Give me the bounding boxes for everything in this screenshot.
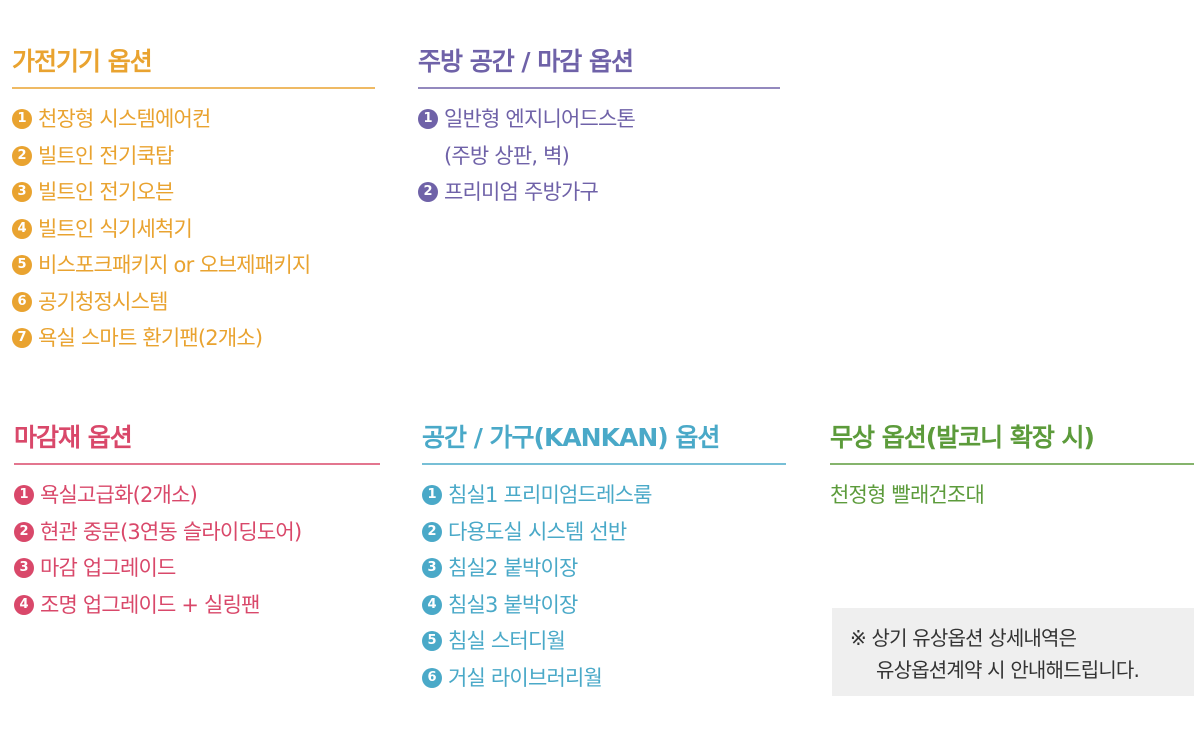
option-item: 5 침실 스터디월 — [422, 623, 786, 660]
number-badge-icon: 2 — [14, 521, 34, 542]
option-item: 3 빌트인 전기오븐 — [12, 174, 375, 211]
option-item: 3 마감 업그레이드 — [14, 550, 380, 587]
notice-line-2: 유상옵션계약 시 안내해드립니다. — [876, 658, 1140, 682]
number-badge-icon: 3 — [12, 182, 32, 203]
option-item: 2 프리미엄 주방가구 — [418, 174, 780, 211]
option-label: 욕실고급화(2개소) — [40, 483, 198, 507]
section-title: 가전기기 옵션 — [12, 47, 153, 76]
option-label: 욕실 스마트 환기팬(2개소) — [38, 326, 263, 350]
notice-line-1: ※ 상기 유상옵션 상세내역은 — [850, 626, 1077, 650]
number-badge-icon: 1 — [422, 485, 442, 506]
section-title: 마감재 옵션 — [14, 423, 133, 452]
section-kitchen: 주방 공간 / 마감 옵션 1 일반형 엔지니어드스톤 (주방 상판, 벽) 2 프리미… — [418, 45, 780, 211]
option-label: 빌트인 전기쿡탑 — [38, 143, 174, 168]
section-space: 공간 / 가구(KANKAN) 옵션 1 침실1 프리미엄드레스룸 2 다용도실 시스… — [422, 421, 786, 696]
option-label: 프리미엄 주방가구 — [444, 180, 599, 204]
option-item: 1 천장형 시스템에어컨 — [12, 101, 375, 138]
option-item: 7 욕실 스마트 환기팬(2개소) — [12, 320, 375, 357]
number-badge-icon: 2 — [422, 521, 442, 542]
number-badge-icon: 2 — [418, 182, 438, 203]
option-item: 6 공기청정시스템 — [12, 284, 375, 321]
option-label: 빌트인 식기세척기 — [38, 216, 193, 241]
option-item: 5 비스포크패키지 or 오브제패키지 — [12, 247, 375, 284]
option-label: 거실 라이브러리월 — [448, 665, 603, 690]
option-label: 공기청정시스템 — [38, 289, 168, 314]
section-divider — [830, 463, 1194, 465]
number-badge-icon: 1 — [418, 109, 438, 130]
section-divider — [422, 463, 786, 465]
option-item: 3 침실2 붙박이장 — [422, 550, 786, 587]
section-divider — [418, 87, 780, 89]
option-label: 천정형 빨래건조대 — [830, 483, 985, 507]
number-badge-icon: 6 — [12, 291, 32, 312]
option-item: 1 욕실고급화(2개소) — [14, 477, 380, 514]
option-label: 천장형 시스템에어컨 — [38, 107, 211, 131]
number-badge-icon: 4 — [422, 594, 442, 615]
option-item: 1 일반형 엔지니어드스톤 — [418, 101, 780, 138]
option-item: 2 현관 중문(3연동 슬라이딩도어) — [14, 514, 380, 551]
option-item: 2 빌트인 전기쿡탑 — [12, 138, 375, 175]
option-label: 침실3 붙박이장 — [448, 592, 578, 617]
number-badge-icon: 5 — [422, 631, 442, 652]
number-badge-icon: 1 — [14, 485, 34, 506]
option-item: 천정형 빨래건조대 — [830, 477, 1194, 514]
number-badge-icon: 1 — [12, 109, 32, 130]
section-free: 무상 옵션(발코니 확장 시) 천정형 빨래건조대 — [830, 421, 1194, 514]
section-finish: 마감재 옵션 1 욕실고급화(2개소) 2 현관 중문(3연동 슬라이딩도어) 3 마감 … — [14, 421, 380, 623]
option-label: 침실2 붙박이장 — [448, 556, 578, 580]
option-item: 4 조명 업그레이드 + 실링팬 — [14, 587, 380, 624]
number-badge-icon: 4 — [12, 218, 32, 239]
section-divider — [12, 87, 375, 89]
option-label: 다용도실 시스템 선반 — [448, 519, 627, 544]
section-divider — [14, 463, 380, 465]
option-item: 6 거실 라이브러리월 — [422, 660, 786, 697]
number-badge-icon: 3 — [14, 558, 34, 579]
option-item: 4 침실3 붙박이장 — [422, 587, 786, 624]
option-label: 침실1 프리미엄드레스룸 — [448, 483, 652, 507]
number-badge-icon: 5 — [12, 255, 32, 276]
option-item: 4 빌트인 식기세척기 — [12, 211, 375, 248]
section-appliance: 가전기기 옵션 1 천장형 시스템에어컨 2 빌트인 전기쿡탑 3 빌트인 전기오븐 4 빌트… — [12, 45, 375, 357]
number-badge-icon: 6 — [422, 667, 442, 688]
paid-option-notice: ※ 상기 유상옵션 상세내역은 유상옵션계약 시 안내해드립니다. — [832, 608, 1194, 696]
option-label: 비스포크패키지 or 오브제패키지 — [38, 253, 311, 277]
number-badge-icon: 3 — [422, 558, 442, 579]
option-label: 침실 스터디월 — [448, 629, 566, 653]
option-label: 일반형 엔지니어드스톤 — [444, 107, 636, 131]
option-label: 현관 중문(3연동 슬라이딩도어) — [40, 519, 302, 544]
option-label: 조명 업그레이드 + 실링팬 — [40, 592, 260, 617]
number-badge-icon: 4 — [14, 594, 34, 615]
option-item: 2 다용도실 시스템 선반 — [422, 514, 786, 551]
option-item-continuation: (주방 상판, 벽) — [444, 143, 570, 168]
option-label: 마감 업그레이드 — [40, 556, 176, 580]
number-badge-icon: 2 — [12, 145, 32, 166]
section-title: 공간 / 가구(KANKAN) 옵션 — [422, 423, 720, 452]
option-label: 빌트인 전기오븐 — [38, 180, 174, 204]
number-badge-icon: 7 — [12, 328, 32, 349]
option-item: 1 침실1 프리미엄드레스룸 — [422, 477, 786, 514]
section-title: 무상 옵션(발코니 확장 시) — [830, 423, 1095, 452]
section-title: 주방 공간 / 마감 옵션 — [418, 47, 634, 76]
